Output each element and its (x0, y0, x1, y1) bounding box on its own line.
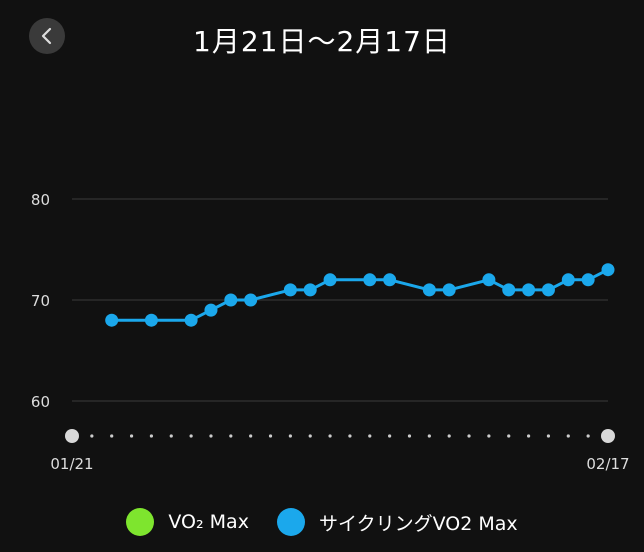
data-point (383, 273, 397, 287)
data-point (323, 273, 337, 287)
data-point (105, 313, 119, 327)
baseline-dot (328, 434, 332, 438)
baseline-dot (229, 434, 233, 438)
back-button[interactable] (29, 18, 65, 54)
data-point (601, 263, 615, 277)
baseline-dot (110, 434, 114, 438)
legend-label-vo2max: VO₂ Max (168, 511, 249, 533)
data-point (541, 283, 555, 297)
y-tick-label-60: 60 (31, 393, 50, 411)
data-point (581, 273, 595, 287)
data-point (442, 283, 456, 297)
legend-swatch-vo2max (126, 508, 155, 536)
data-point (522, 283, 536, 297)
baseline-dot (129, 434, 134, 438)
baseline-dot (209, 434, 213, 438)
y-tick-label-80: 80 (31, 191, 50, 209)
baseline-dot (268, 434, 273, 438)
legend-label-cycling-vo2max: サイクリングVO2 Max (318, 512, 518, 535)
baseline-dot (348, 434, 352, 438)
legend-swatch-cycling-vo2max (276, 508, 305, 536)
start-date-marker (65, 429, 79, 443)
baseline-dot (308, 434, 312, 438)
x-label-end: 02/17 (586, 455, 629, 473)
baseline-dot (388, 434, 392, 438)
baseline-dot (149, 434, 154, 438)
baseline-dot (427, 434, 431, 438)
baseline-dot (407, 434, 412, 438)
data-point (363, 273, 377, 287)
baseline-dot (169, 434, 173, 438)
baseline-dot (447, 434, 451, 438)
x-label-start: 01/21 (50, 455, 93, 473)
baseline-dot (586, 434, 590, 438)
data-point (422, 283, 436, 297)
data-point (224, 293, 238, 307)
y-tick-label-70: 70 (31, 292, 50, 310)
baseline-dot (566, 434, 570, 438)
baseline-dot (487, 434, 491, 438)
chevron-left-icon (40, 27, 54, 45)
chart-legend: VO₂ Max サイクリングVO2 Max (0, 508, 644, 536)
page-title: 1月21日～2月17日 (193, 25, 451, 58)
baseline-dot (507, 434, 511, 438)
baseline-dot (288, 434, 292, 438)
baseline-dot (546, 434, 551, 438)
data-point (303, 283, 317, 297)
data-point (244, 293, 258, 307)
baseline-dot (249, 434, 253, 438)
baseline-dot (368, 434, 372, 438)
legend-item-vo2max[interactable]: VO₂ Max (126, 508, 249, 536)
data-point (184, 313, 198, 327)
legend-item-cycling-vo2max[interactable]: サイクリングVO2 Max (276, 508, 518, 536)
baseline-dot (467, 434, 471, 438)
baseline-dot (189, 434, 193, 438)
data-point (502, 283, 516, 297)
series-line-cycling-vo2max (110, 268, 610, 322)
end-date-marker (601, 429, 615, 443)
data-point (482, 273, 496, 287)
data-point (561, 273, 575, 287)
data-point (204, 303, 218, 317)
data-point (144, 313, 158, 327)
baseline-dot (526, 434, 531, 438)
baseline-dot (90, 434, 94, 438)
data-point (283, 283, 297, 297)
